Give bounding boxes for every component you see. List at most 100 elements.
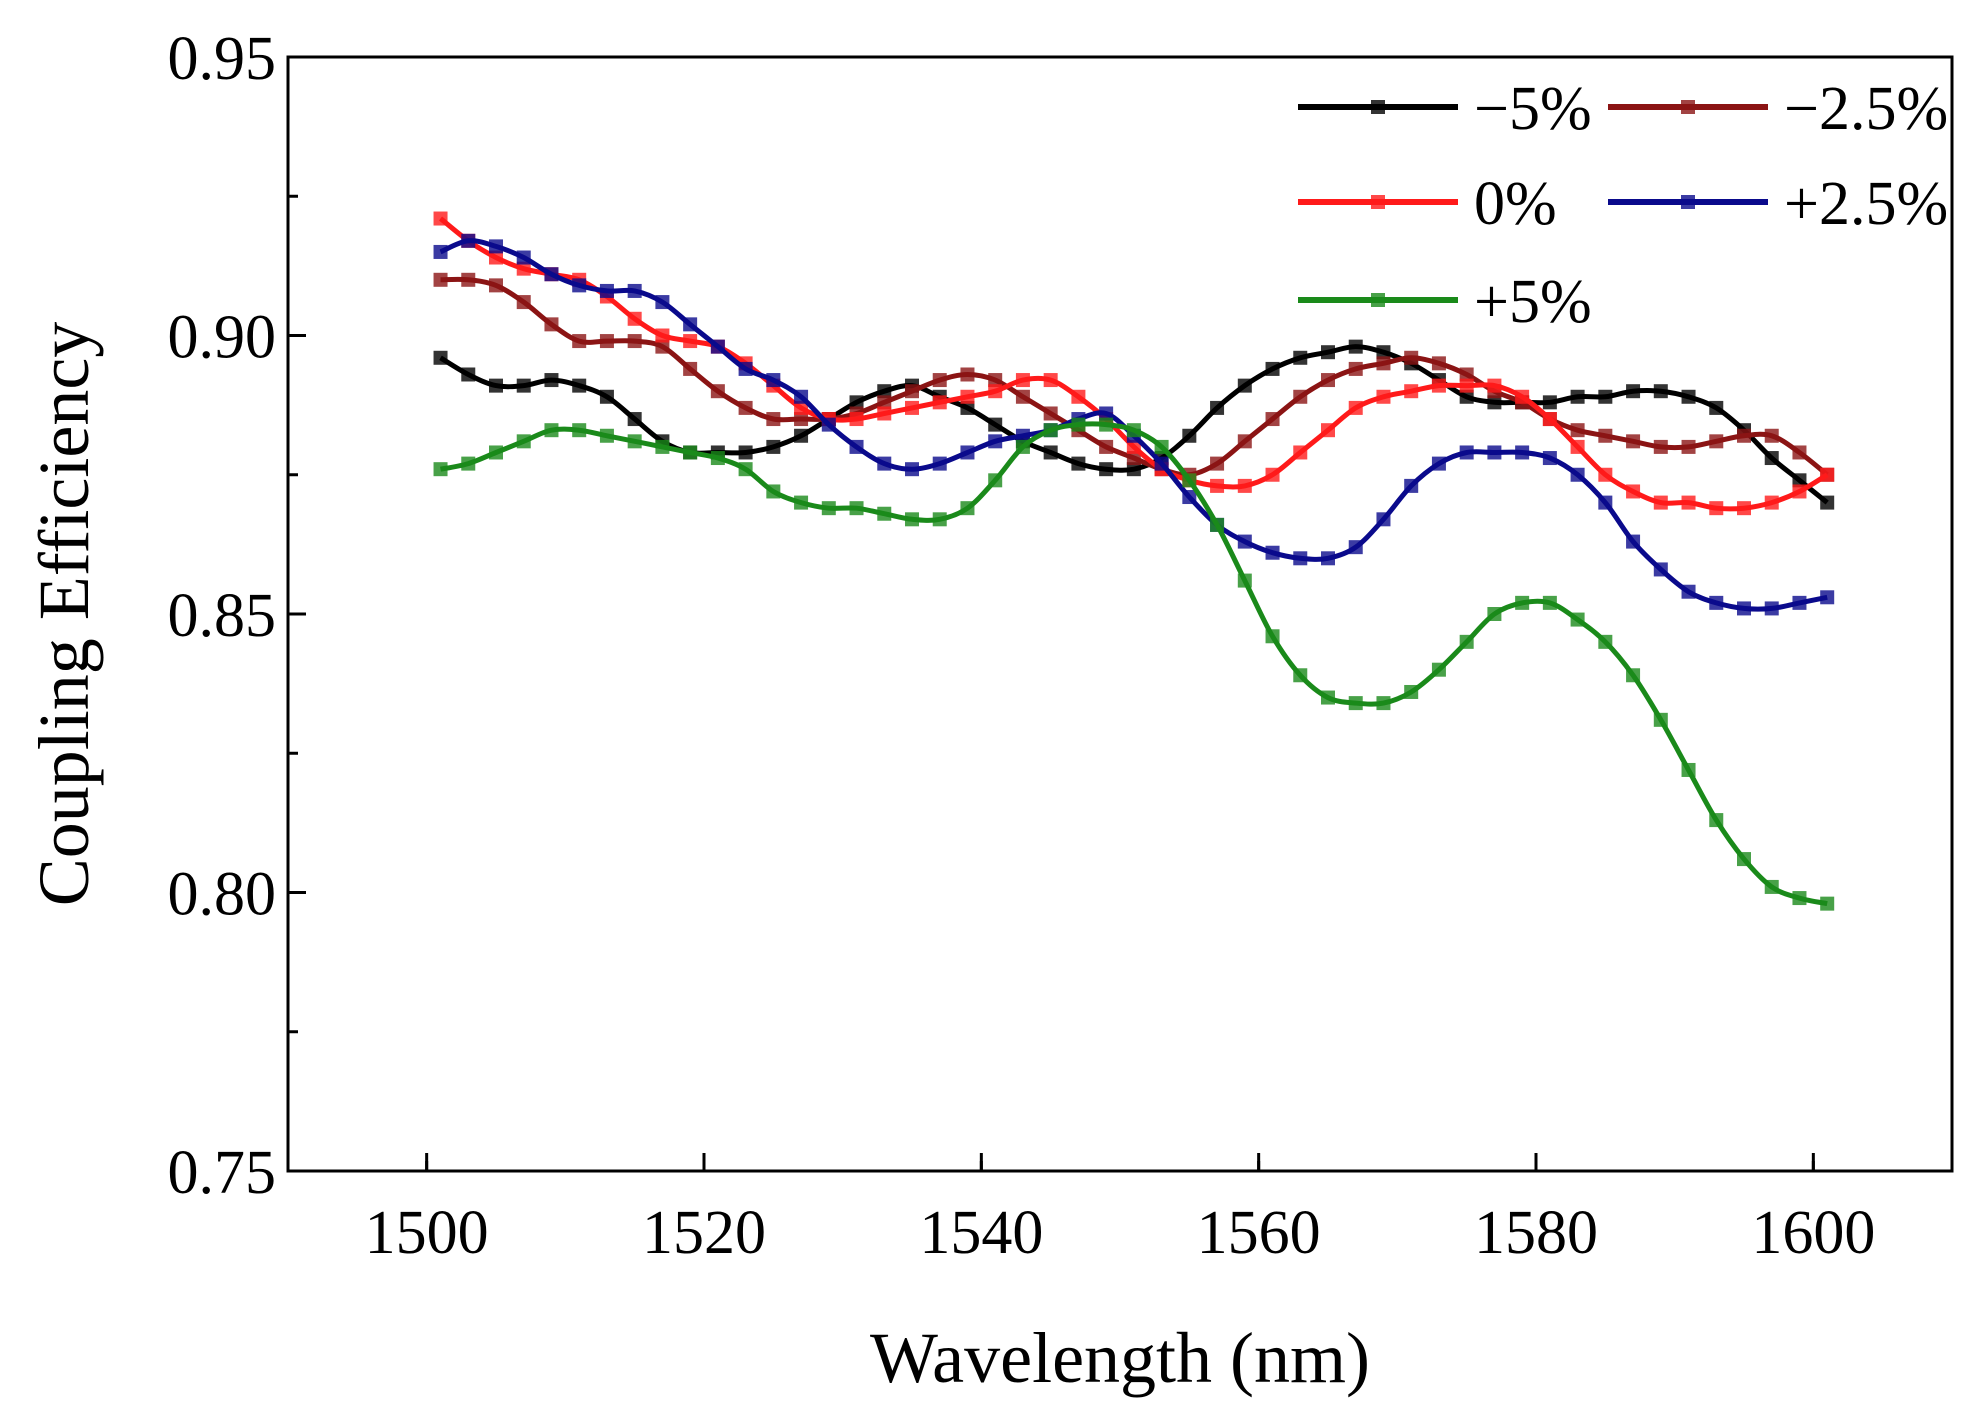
data-point: [433, 350, 448, 365]
data-point: [1626, 484, 1641, 499]
data-point: [516, 295, 531, 310]
data-point: [599, 428, 614, 443]
legend-item: −5%: [1298, 75, 1592, 143]
y-tick-label: 0.90: [168, 304, 277, 372]
data-point: [1598, 634, 1613, 649]
data-point: [1071, 456, 1086, 471]
y-tick-label: 0.80: [168, 861, 277, 929]
data-point: [1043, 423, 1058, 438]
data-point: [1626, 384, 1641, 399]
data-point: [877, 395, 892, 410]
data-point: [1681, 495, 1696, 510]
data-point: [1626, 434, 1641, 449]
data-point: [960, 400, 975, 415]
legend-item: 0%: [1298, 170, 1557, 238]
data-point: [489, 250, 503, 265]
data-point: [1764, 495, 1779, 510]
data-point: [1015, 428, 1030, 443]
data-point: [794, 389, 809, 404]
data-point: [821, 417, 836, 432]
legend-label: +2.5%: [1784, 170, 1948, 238]
data-point: [766, 484, 781, 499]
data-point: [1681, 439, 1696, 454]
data-point: [1237, 534, 1252, 549]
data-point: [655, 439, 670, 454]
data-point: [544, 267, 559, 282]
data-point: [1598, 495, 1613, 510]
data-point: [1542, 395, 1557, 410]
data-point: [877, 456, 892, 471]
data-point: [877, 384, 892, 399]
data-point: [1487, 395, 1502, 410]
data-point: [433, 244, 448, 259]
data-point: [1182, 473, 1197, 488]
data-point: [1404, 478, 1419, 493]
data-point: [1015, 389, 1030, 404]
data-point: [1764, 601, 1779, 616]
data-point: [1792, 891, 1807, 906]
data-point: [1653, 495, 1668, 510]
data-point: [1570, 612, 1585, 627]
data-point: [516, 261, 531, 276]
data-point: [710, 339, 725, 354]
data-point: [1653, 384, 1668, 399]
data-point: [683, 317, 698, 332]
data-point: [1099, 417, 1114, 432]
data-point: [932, 512, 947, 527]
legend-marker: [1371, 195, 1385, 209]
data-point: [627, 311, 642, 326]
data-point: [1015, 439, 1030, 454]
data-point: [1237, 378, 1252, 393]
data-point: [1737, 428, 1751, 443]
x-tick-label: 1600: [1751, 1199, 1875, 1267]
data-point: [489, 445, 503, 460]
data-point: [1515, 445, 1530, 460]
data-point: [905, 462, 919, 477]
data-point: [1820, 590, 1835, 605]
data-point: [572, 278, 587, 293]
data-point: [433, 211, 448, 226]
data-point: [1126, 439, 1141, 454]
data-point: [1404, 684, 1419, 699]
data-point: [1376, 389, 1391, 404]
series-lines: [433, 211, 1835, 911]
data-point: [683, 334, 698, 349]
data-point: [1376, 345, 1391, 360]
data-point: [1348, 696, 1363, 711]
data-point: [572, 423, 587, 438]
data-point: [766, 439, 781, 454]
data-point: [1709, 434, 1724, 449]
data-point: [1598, 389, 1613, 404]
data-point: [1293, 668, 1308, 683]
data-point: [1431, 662, 1446, 677]
data-point: [738, 361, 753, 376]
series-group: [433, 417, 1835, 911]
data-point: [1043, 406, 1058, 421]
data-point: [1626, 534, 1641, 549]
data-point: [1626, 668, 1641, 683]
data-point: [433, 462, 448, 477]
data-point: [1459, 378, 1474, 393]
data-point: [516, 378, 531, 393]
data-point: [738, 445, 753, 460]
data-point: [1681, 584, 1696, 599]
data-point: [1015, 373, 1030, 388]
data-point: [1321, 373, 1335, 388]
data-point: [1126, 423, 1141, 438]
data-point: [1265, 545, 1280, 560]
data-point: [1459, 445, 1474, 460]
data-point: [821, 501, 836, 516]
data-point: [516, 250, 531, 265]
data-point: [1487, 378, 1502, 393]
data-point: [572, 334, 587, 349]
data-point: [794, 400, 809, 415]
data-point: [849, 395, 864, 410]
data-point: [1265, 412, 1280, 427]
data-point: [461, 456, 476, 471]
data-point: [1709, 595, 1724, 610]
data-point: [599, 389, 614, 404]
data-point: [1237, 478, 1252, 493]
data-point: [1515, 595, 1530, 610]
